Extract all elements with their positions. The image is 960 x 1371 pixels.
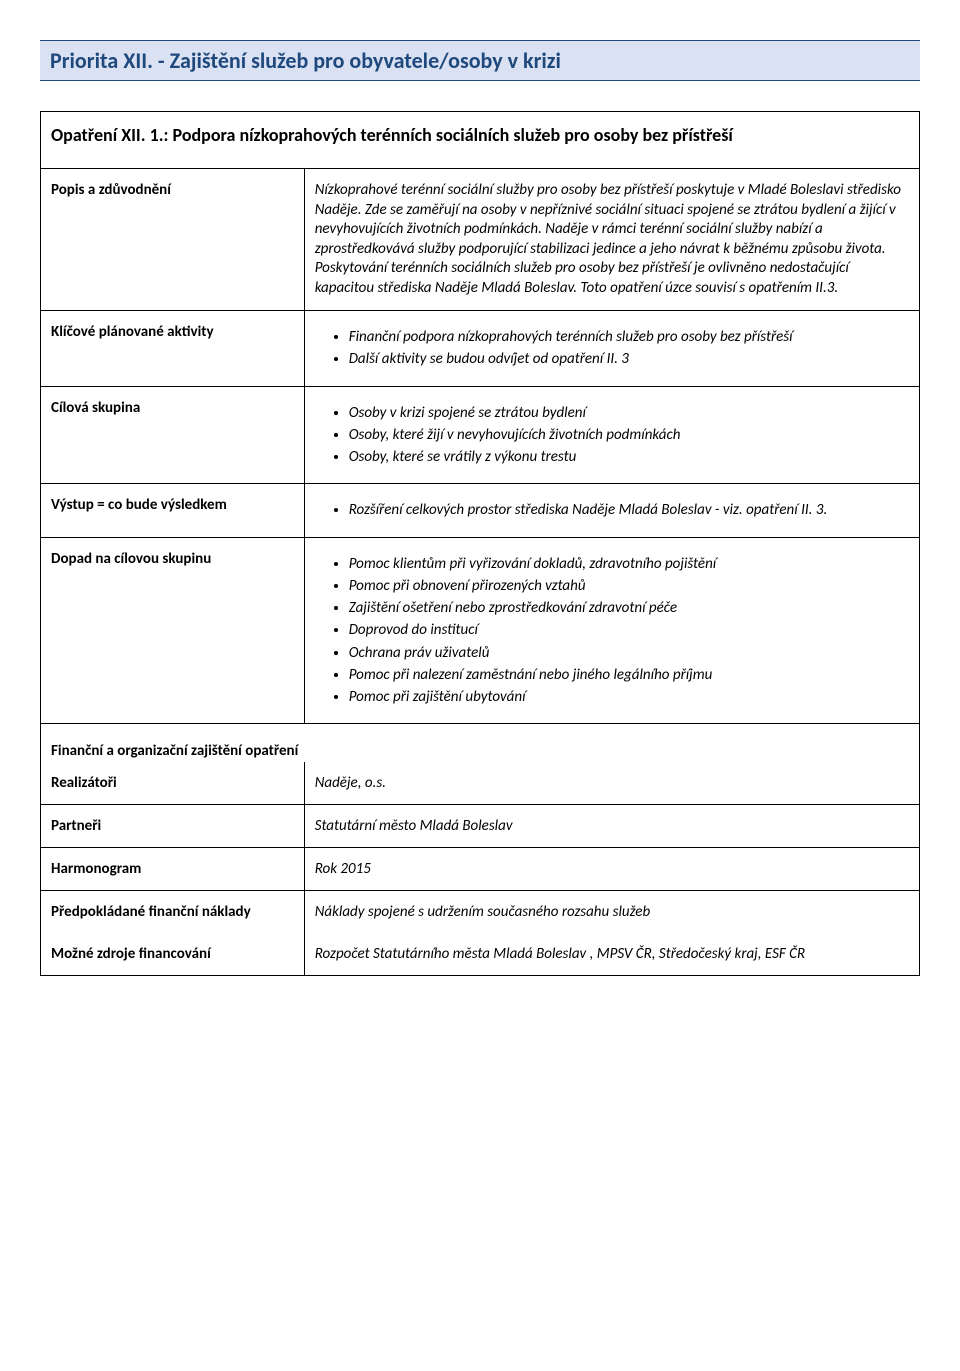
financni-heading: Finanční a organizační zajištění opatřen… <box>51 742 298 760</box>
list-item: Rozšíření celkových prostor střediska Na… <box>349 500 909 520</box>
list-item: Osoby, které se vrátily z výkonu trestu <box>349 447 909 467</box>
list-item: Doprovod do institucí <box>349 620 909 640</box>
list-item: Pomoc při obnovení přirozených vztahů <box>349 576 909 596</box>
list-item: Pomoc při zajištění ubytování <box>349 687 909 707</box>
row-label-klicove: Klíčové plánované aktivity <box>41 311 305 387</box>
table-row: Popis a zdůvodnění Nízkoprahové terénní … <box>41 169 920 311</box>
row-content-realizatori: Naděje, o.s. <box>304 762 919 805</box>
row-content-naklady: Náklady spojené s udržením současného ro… <box>304 891 919 934</box>
list-item: Pomoc při nalezení zaměstnání nebo jinéh… <box>349 665 909 685</box>
list-item: Finanční podpora nízkoprahových terénníc… <box>349 327 909 347</box>
row-label-partneri: Partneři <box>41 805 305 848</box>
opatreni-table: Opatření XII. 1.: Podpora nízkoprahových… <box>40 111 920 976</box>
table-row: Dopad na cílovou skupinu Pomoc klientům … <box>41 537 920 724</box>
row-label-cilova: Cílová skupina <box>41 386 305 484</box>
list-item: Ochrana práv uživatelů <box>349 643 909 663</box>
table-row: Opatření XII. 1.: Podpora nízkoprahových… <box>41 112 920 169</box>
list-item: Osoby, které žijí v nevyhovujících život… <box>349 425 909 445</box>
row-content-harmonogram: Rok 2015 <box>304 848 919 891</box>
vystup-list: Rozšíření celkových prostor střediska Na… <box>315 500 909 520</box>
list-item: Osoby v krizi spojené se ztrátou bydlení <box>349 403 909 423</box>
harmonogram-text: Rok 2015 <box>315 860 371 878</box>
row-label-realizatori: Realizátoři <box>41 762 305 805</box>
list-item: Pomoc klientům při vyřizování dokladů, z… <box>349 554 909 574</box>
realizatori-text: Naděje, o.s. <box>315 774 386 792</box>
row-label-dopad: Dopad na cílovou skupinu <box>41 537 305 724</box>
row-content-klicove: Finanční podpora nízkoprahových terénníc… <box>304 311 919 387</box>
table-row: Předpokládané finanční náklady Náklady s… <box>41 891 920 934</box>
table-row: Realizátoři Naděje, o.s. <box>41 762 920 805</box>
row-label-harmonogram: Harmonogram <box>41 848 305 891</box>
list-item: Zajištění ošetření nebo zprostředkování … <box>349 598 909 618</box>
row-content-vystup: Rozšíření celkových prostor střediska Na… <box>304 484 919 537</box>
dopad-list: Pomoc klientům při vyřizování dokladů, z… <box>315 554 909 708</box>
row-content-popis: Nízkoprahové terénní sociální služby pro… <box>304 169 919 311</box>
row-content-partneri: Statutární město Mladá Boleslav <box>304 805 919 848</box>
list-item: Další aktivity se budou odvíjet od opatř… <box>349 349 909 369</box>
naklady-text: Náklady spojené s udržením současného ro… <box>315 903 651 921</box>
table-row: Možné zdroje financování Rozpočet Statut… <box>41 933 920 976</box>
table-row: Výstup = co bude výsledkem Rozšíření cel… <box>41 484 920 537</box>
popis-text: Nízkoprahové terénní sociální služby pro… <box>315 181 909 298</box>
row-label-vystup: Výstup = co bude výsledkem <box>41 484 305 537</box>
row-content-zdroje: Rozpočet Statutárního města Mladá Bolesl… <box>304 933 919 976</box>
table-row: Partneři Statutární město Mladá Boleslav <box>41 805 920 848</box>
opatreni-title: Opatření XII. 1.: Podpora nízkoprahových… <box>51 124 909 146</box>
row-content-cilova: Osoby v krizi spojené se ztrátou bydlení… <box>304 386 919 484</box>
table-row: Finanční a organizační zajištění opatřen… <box>41 724 920 763</box>
partneri-text: Statutární město Mladá Boleslav <box>315 817 513 835</box>
row-label-naklady: Předpokládané finanční náklady <box>41 891 305 934</box>
cilova-list: Osoby v krizi spojené se ztrátou bydlení… <box>315 403 909 468</box>
table-row: Klíčové plánované aktivity Finanční podp… <box>41 311 920 387</box>
table-row: Cílová skupina Osoby v krizi spojené se … <box>41 386 920 484</box>
zdroje-text: Rozpočet Statutárního města Mladá Bolesl… <box>315 945 805 963</box>
row-label-popis: Popis a zdůvodnění <box>41 169 305 311</box>
klicove-list: Finanční podpora nízkoprahových terénníc… <box>315 327 909 370</box>
table-row: Harmonogram Rok 2015 <box>41 848 920 891</box>
priority-header: Priorita XII. - Zajištění služeb pro oby… <box>40 40 920 81</box>
row-content-dopad: Pomoc klientům při vyřizování dokladů, z… <box>304 537 919 724</box>
row-label-zdroje: Možné zdroje financování <box>41 933 305 976</box>
